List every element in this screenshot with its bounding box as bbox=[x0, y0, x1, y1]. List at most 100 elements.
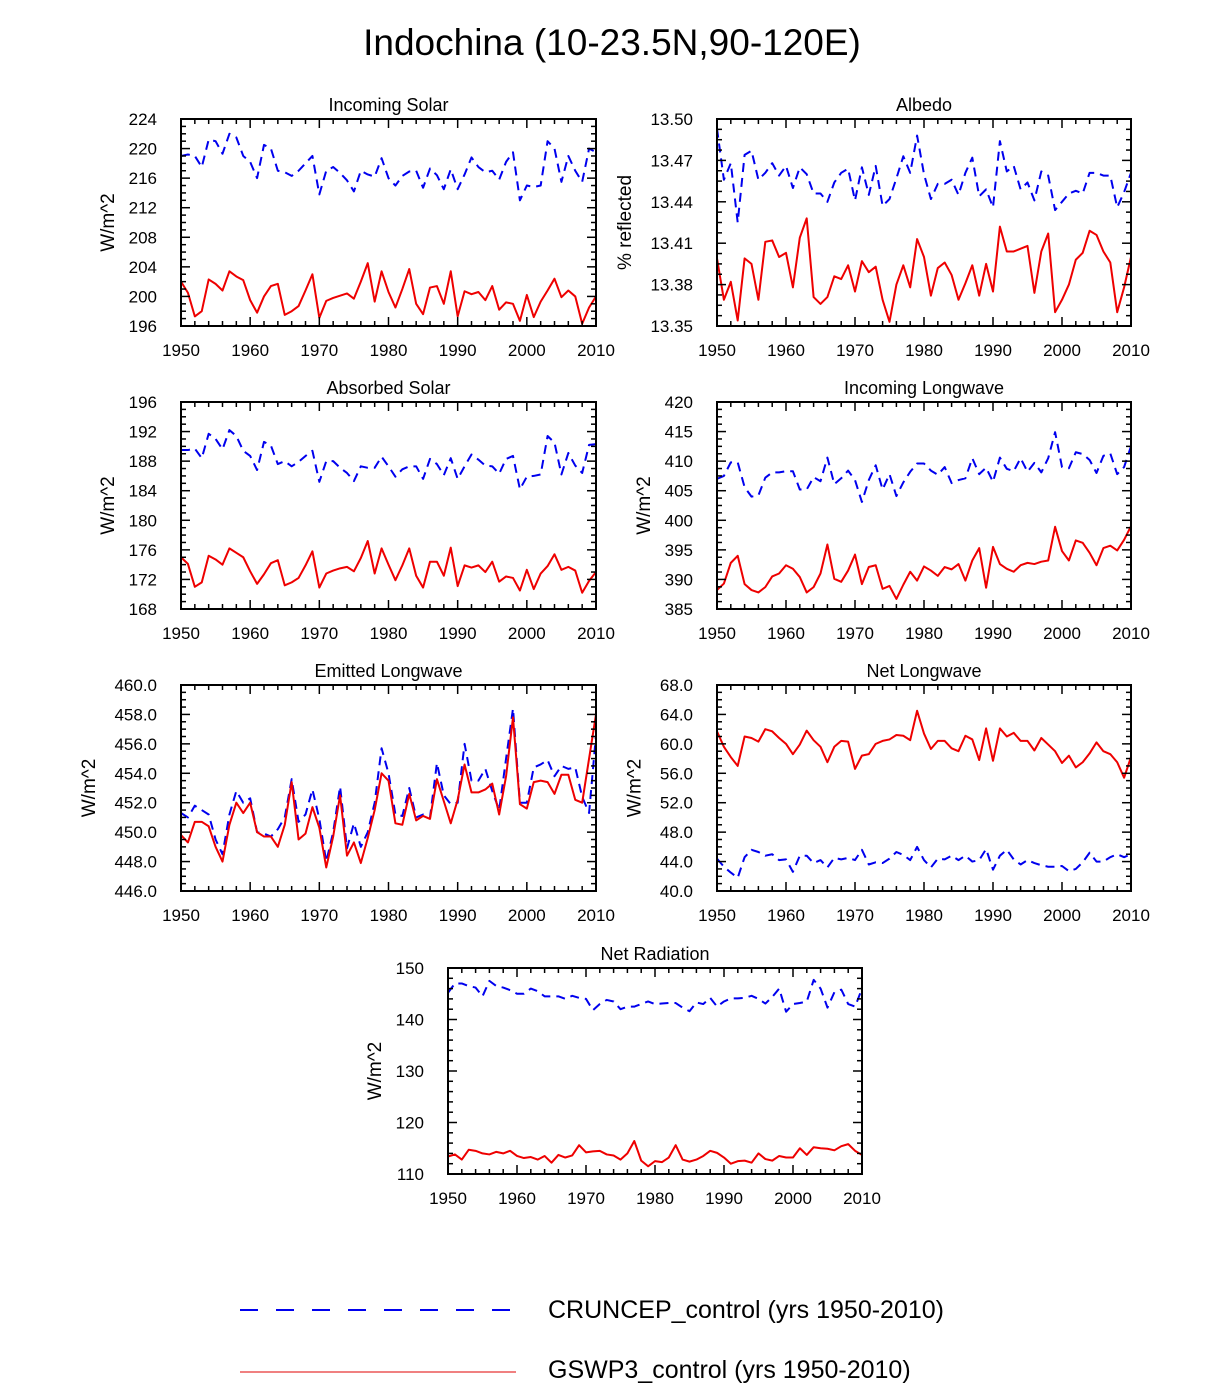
y-tick-label: 13.50 bbox=[650, 110, 693, 129]
series-line-gswp3 bbox=[180, 262, 597, 325]
x-tick-label: 1960 bbox=[767, 624, 805, 643]
y-tick-label: 44.0 bbox=[660, 853, 693, 872]
series-line-cruncep bbox=[716, 845, 1132, 879]
y-tick-label: 460.0 bbox=[114, 676, 157, 695]
x-tick-label: 1990 bbox=[974, 906, 1012, 925]
y-tick-label: 456.0 bbox=[114, 735, 157, 754]
x-tick-label: 1990 bbox=[439, 906, 477, 925]
y-tick-label: 176 bbox=[129, 541, 157, 560]
x-tick-label: 1990 bbox=[439, 624, 477, 643]
x-tick-label: 1990 bbox=[974, 341, 1012, 360]
y-tick-label: 13.47 bbox=[650, 151, 693, 170]
y-tick-label: 168 bbox=[129, 600, 157, 619]
x-tick-label: 2000 bbox=[508, 906, 546, 925]
x-tick-label: 1950 bbox=[429, 1189, 467, 1208]
x-tick-label: 2010 bbox=[1112, 341, 1150, 360]
series-line-gswp3 bbox=[716, 217, 1132, 323]
y-tick-label: 204 bbox=[129, 258, 157, 277]
y-tick-label: 448.0 bbox=[114, 853, 157, 872]
y-tick-label: 450.0 bbox=[114, 823, 157, 842]
x-tick-label: 2010 bbox=[1112, 624, 1150, 643]
y-tick-label: 395 bbox=[665, 541, 693, 560]
series-line-cruncep bbox=[447, 978, 863, 1013]
x-tick-label: 2000 bbox=[508, 624, 546, 643]
x-tick-label: 1990 bbox=[705, 1189, 743, 1208]
x-tick-label: 1980 bbox=[370, 341, 408, 360]
y-tick-label: 52.0 bbox=[660, 794, 693, 813]
x-tick-label: 1960 bbox=[767, 906, 805, 925]
series-line-cruncep bbox=[180, 132, 597, 202]
y-tick-label: 446.0 bbox=[114, 882, 157, 901]
x-tick-label: 2010 bbox=[843, 1189, 881, 1208]
legend-swatch-cruncep bbox=[240, 1309, 516, 1311]
legend-label-cruncep: CRUNCEP_control (yrs 1950-2010) bbox=[548, 1296, 944, 1324]
x-tick-label: 1950 bbox=[162, 624, 200, 643]
y-tick-label: 40.0 bbox=[660, 882, 693, 901]
panel-title: Emitted Longwave bbox=[314, 661, 462, 681]
series-line-gswp3 bbox=[447, 1140, 863, 1168]
chart-albedo: 1950 1960 1970 1980 1990 2000 2010 13.35 13.38 13… bbox=[615, 95, 1150, 360]
x-tick-label: 1970 bbox=[836, 624, 874, 643]
x-tick-label: 2000 bbox=[774, 1189, 812, 1208]
y-tick-label: 415 bbox=[665, 423, 693, 442]
y-tick-label: 13.44 bbox=[650, 193, 693, 212]
series-line-gswp3 bbox=[180, 714, 597, 869]
y-tick-label: 420 bbox=[665, 393, 693, 412]
y-tick-label: 180 bbox=[129, 511, 157, 530]
plot-frame bbox=[180, 401, 597, 610]
panel-title: Albedo bbox=[896, 95, 952, 115]
y-tick-label: 216 bbox=[129, 169, 157, 188]
y-tick-label: 13.41 bbox=[650, 234, 693, 253]
x-tick-label: 1950 bbox=[698, 624, 736, 643]
x-tick-label: 1970 bbox=[300, 341, 338, 360]
series-line-cruncep bbox=[716, 431, 1132, 503]
y-tick-label: 120 bbox=[396, 1114, 424, 1133]
y-tick-label: 140 bbox=[396, 1011, 424, 1030]
y-axis-label: % reflected bbox=[615, 175, 636, 270]
y-tick-label: 212 bbox=[129, 199, 157, 218]
x-tick-label: 1960 bbox=[231, 624, 269, 643]
x-tick-label: 1960 bbox=[498, 1189, 536, 1208]
chart-incoming-solar: 1950 1960 1970 1980 1990 2000 2010 196 200 204 208… bbox=[98, 95, 615, 360]
series-line-gswp3 bbox=[180, 539, 597, 594]
y-tick-label: 220 bbox=[129, 140, 157, 159]
x-tick-label: 1950 bbox=[698, 341, 736, 360]
y-tick-label: 172 bbox=[129, 570, 157, 589]
figure-title: Indochina (10-23.5N,90-120E) bbox=[363, 22, 861, 63]
x-tick-label: 1980 bbox=[905, 624, 943, 643]
chart-absorbed-solar: 1950 1960 1970 1980 1990 2000 2010 168 172 176 180… bbox=[98, 378, 615, 643]
legend-swatch-gswp3 bbox=[240, 1371, 516, 1373]
x-tick-label: 1950 bbox=[698, 906, 736, 925]
panel-title: Absorbed Solar bbox=[326, 378, 450, 398]
y-tick-label: 458.0 bbox=[114, 705, 157, 724]
y-tick-label: 60.0 bbox=[660, 735, 693, 754]
x-tick-label: 1950 bbox=[162, 906, 200, 925]
x-tick-label: 1980 bbox=[905, 906, 943, 925]
y-tick-label: 13.35 bbox=[650, 317, 693, 336]
x-tick-label: 1990 bbox=[974, 624, 1012, 643]
plot-frame bbox=[180, 684, 597, 892]
x-tick-label: 1980 bbox=[905, 341, 943, 360]
x-tick-label: 2000 bbox=[508, 341, 546, 360]
x-tick-label: 2000 bbox=[1043, 624, 1081, 643]
plot-frame bbox=[447, 967, 863, 1175]
series-line-cruncep bbox=[180, 707, 597, 863]
panel-title: Net Longwave bbox=[866, 661, 981, 681]
x-tick-label: 2000 bbox=[1043, 341, 1081, 360]
x-tick-label: 2010 bbox=[577, 624, 615, 643]
x-tick-label: 1970 bbox=[836, 906, 874, 925]
series-line-gswp3 bbox=[716, 709, 1132, 779]
y-tick-label: 150 bbox=[396, 959, 424, 978]
x-tick-label: 2010 bbox=[577, 906, 615, 925]
x-tick-label: 1970 bbox=[836, 341, 874, 360]
plot-frame bbox=[180, 118, 597, 327]
x-tick-label: 2010 bbox=[1112, 906, 1150, 925]
series-line-cruncep bbox=[716, 128, 1132, 224]
x-tick-label: 1960 bbox=[767, 341, 805, 360]
x-tick-label: 1980 bbox=[370, 906, 408, 925]
x-tick-label: 1990 bbox=[439, 341, 477, 360]
y-tick-label: 224 bbox=[129, 110, 157, 129]
x-tick-label: 1980 bbox=[370, 624, 408, 643]
